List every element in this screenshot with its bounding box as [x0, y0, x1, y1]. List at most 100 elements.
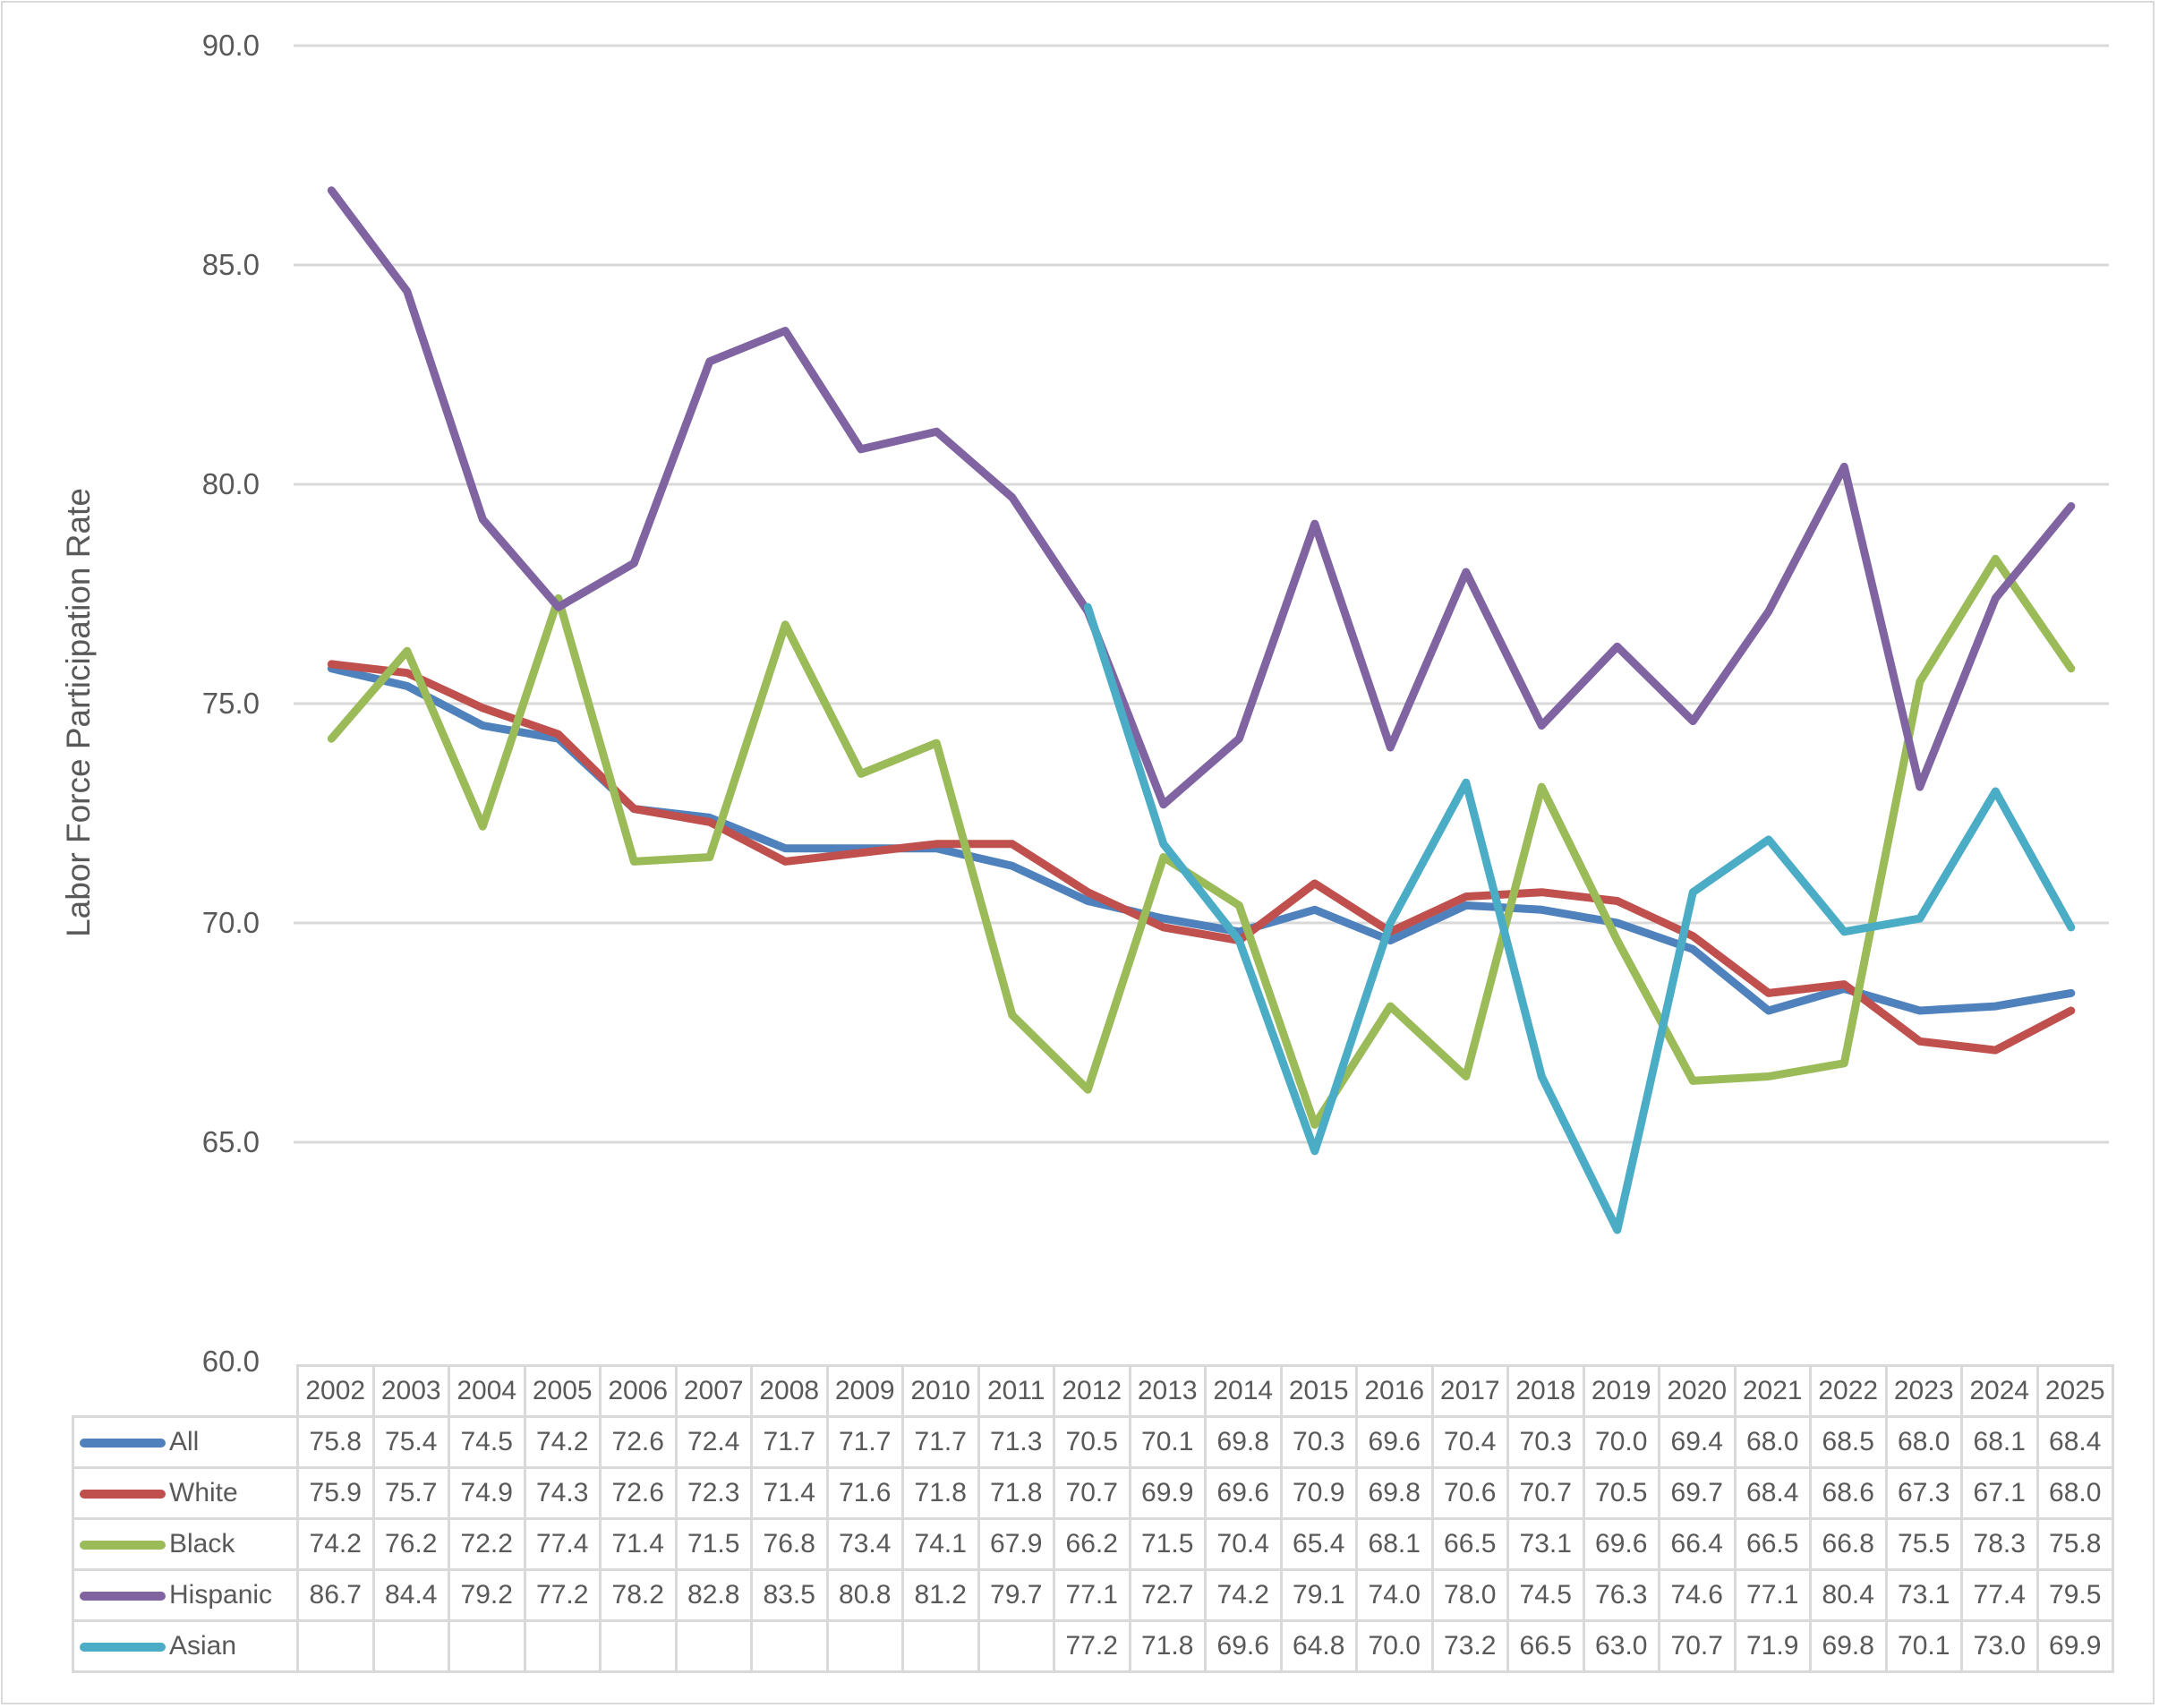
- table-cell: 66.8: [1809, 1517, 1888, 1571]
- table-cell: 68.0: [1884, 1415, 1963, 1469]
- table-cell: 70.0: [1582, 1415, 1660, 1469]
- table-cell: 71.9: [1733, 1619, 1812, 1673]
- table-cell: 74.5: [1506, 1568, 1585, 1622]
- table-cell: [674, 1619, 753, 1673]
- table-cell: 75.8: [296, 1415, 375, 1469]
- legend-swatch-icon: [80, 1439, 166, 1448]
- year-header: 2025: [2035, 1364, 2114, 1418]
- y-tick-label: 80.0: [201, 467, 260, 500]
- year-header: 2003: [371, 1364, 450, 1418]
- table-cell: 68.1: [1355, 1517, 1434, 1571]
- year-header: 2020: [1658, 1364, 1737, 1418]
- table-cell: 74.0: [1355, 1568, 1434, 1622]
- table-cell: 83.5: [750, 1568, 829, 1622]
- table-cell: 72.3: [674, 1466, 753, 1520]
- table-cell: 71.7: [825, 1415, 904, 1469]
- table-cell: 71.6: [825, 1466, 904, 1520]
- table-cell: 81.2: [901, 1568, 980, 1622]
- table-cell: 70.1: [1128, 1415, 1207, 1469]
- table-cell: 84.4: [371, 1568, 450, 1622]
- legend-label: Hispanic: [169, 1580, 273, 1610]
- table-cell: 77.4: [523, 1517, 602, 1571]
- legend-swatch-icon: [80, 1592, 166, 1601]
- series-line-white: [327, 660, 2076, 1055]
- year-header: 2004: [448, 1364, 526, 1418]
- table-row: Black 74.2 76.2 72.2 77.4 71.4 71.5 76.8 73.4 74.…: [72, 1517, 2114, 1571]
- table-cell: 63.0: [1582, 1619, 1660, 1673]
- legend-entry-all: All: [72, 1415, 299, 1469]
- table-cell: 69.9: [2035, 1619, 2114, 1673]
- table-cell: 69.8: [1204, 1415, 1283, 1469]
- table-cell: 74.5: [448, 1415, 526, 1469]
- table-row: All 75.8 75.4 74.5 74.2 72.6 72.4 71.7 71.7 71.7 7…: [72, 1415, 2114, 1469]
- table-cell: 68.6: [1809, 1466, 1888, 1520]
- table-cell: 66.4: [1658, 1517, 1737, 1571]
- table-cell: 71.8: [901, 1466, 980, 1520]
- table-cell: [977, 1619, 1055, 1673]
- table-cell: 69.7: [1658, 1466, 1737, 1520]
- table-cell: 69.4: [1658, 1415, 1737, 1469]
- table-cell: 71.3: [977, 1415, 1055, 1469]
- table-row: Hispanic 86.7 84.4 79.2 77.2 78.2 82.8 83.5 80.8…: [72, 1568, 2114, 1622]
- year-header: 2021: [1733, 1364, 1812, 1418]
- year-header: 2017: [1430, 1364, 1509, 1418]
- table-cell: 71.4: [750, 1466, 829, 1520]
- y-tick-label: 85.0: [201, 248, 260, 281]
- table-cell: 70.0: [1355, 1619, 1434, 1673]
- legend-entry-asian: Asian: [72, 1619, 299, 1673]
- table-cell: 71.7: [750, 1415, 829, 1469]
- table-cell: 77.1: [1733, 1568, 1812, 1622]
- year-header: 2014: [1204, 1364, 1283, 1418]
- table-cell: 74.6: [1658, 1568, 1737, 1622]
- table-cell: 76.8: [750, 1517, 829, 1571]
- table-cell: 67.3: [1884, 1466, 1963, 1520]
- y-tick-label: 90.0: [201, 29, 260, 62]
- table-cell: 69.8: [1809, 1619, 1888, 1673]
- table-cell: 80.8: [825, 1568, 904, 1622]
- legend-label: Asian: [169, 1631, 237, 1661]
- table-cell: 86.7: [296, 1568, 375, 1622]
- table-corner: [73, 1365, 299, 1418]
- series-line-asian: [1083, 602, 2076, 1234]
- table-cell: 66.5: [1733, 1517, 1812, 1571]
- table-cell: 71.8: [1128, 1619, 1207, 1673]
- table-cell: 68.4: [2035, 1415, 2114, 1469]
- table-cell: 73.0: [1960, 1619, 2039, 1673]
- table-cell: 74.9: [448, 1466, 526, 1520]
- table-cell: 75.8: [2035, 1517, 2114, 1571]
- legend-swatch-icon: [80, 1490, 166, 1499]
- table-cell: [448, 1619, 526, 1673]
- table-cell: 78.2: [599, 1568, 678, 1622]
- series-line-hispanic: [327, 186, 2076, 809]
- year-header: 2002: [296, 1364, 375, 1418]
- table-cell: 69.6: [1355, 1415, 1434, 1469]
- table-cell: [825, 1619, 904, 1673]
- year-header: 2010: [901, 1364, 980, 1418]
- table-cell: 70.4: [1204, 1517, 1283, 1571]
- table-cell: 71.7: [901, 1415, 980, 1469]
- table-cell: 75.4: [371, 1415, 450, 1469]
- table-cell: 72.2: [448, 1517, 526, 1571]
- year-header: 2018: [1506, 1364, 1585, 1418]
- year-header: 2012: [1053, 1364, 1131, 1418]
- table-cell: 69.6: [1204, 1619, 1283, 1673]
- legend-swatch-icon: [80, 1541, 166, 1550]
- table-row: White 75.9 75.7 74.9 74.3 72.6 72.3 71.4 71.6 71.…: [72, 1466, 2114, 1520]
- table-cell: 76.2: [371, 1517, 450, 1571]
- table-cell: 70.4: [1430, 1415, 1509, 1469]
- gridlines: [294, 44, 2109, 1144]
- table-cell: 79.7: [977, 1568, 1055, 1622]
- table-cell: 74.3: [523, 1466, 602, 1520]
- table-cell: 77.4: [1960, 1568, 2039, 1622]
- data-table: 2002 2003 2004 2005 2006 2007 2008 2009 2010 2011…: [72, 1364, 2114, 1673]
- y-tick-label: 65.0: [201, 1125, 260, 1158]
- year-header: 2009: [825, 1364, 904, 1418]
- table-cell: 74.1: [901, 1517, 980, 1571]
- table-cell: 70.3: [1506, 1415, 1585, 1469]
- table-cell: [599, 1619, 678, 1673]
- table-cell: 74.2: [296, 1517, 375, 1571]
- table-cell: 70.6: [1430, 1466, 1509, 1520]
- y-tick-label: 70.0: [201, 906, 260, 939]
- table-cell: 67.9: [977, 1517, 1055, 1571]
